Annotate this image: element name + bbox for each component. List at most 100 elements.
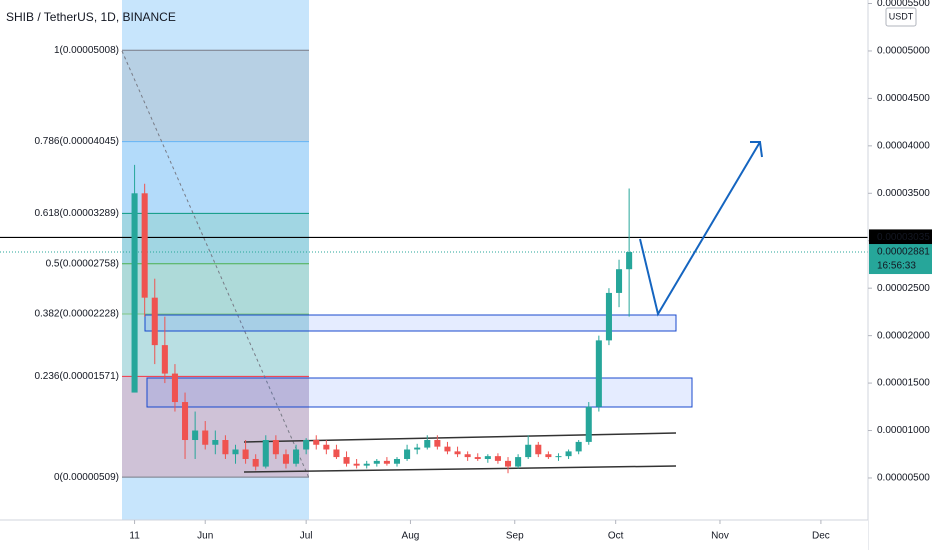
candle-body bbox=[343, 457, 350, 464]
candle-body bbox=[545, 454, 552, 458]
plot bbox=[0, 164, 868, 474]
fib-label: 0.382(0.00002228) bbox=[34, 309, 119, 320]
candle-body bbox=[303, 440, 310, 450]
candle-body bbox=[131, 193, 138, 393]
last-price-label: 0.00002881 bbox=[877, 247, 930, 258]
candle-body bbox=[515, 457, 522, 467]
candle-body bbox=[444, 446, 451, 452]
price-badge bbox=[869, 229, 932, 246]
chart-title: SHIB / TetherUS, 1D, BINANCE bbox=[6, 10, 176, 24]
candle-body bbox=[272, 440, 279, 455]
candle-body bbox=[161, 345, 168, 374]
y-tick-label: 0.00004500 bbox=[877, 93, 930, 104]
price-badge-label: 0.00003035 bbox=[877, 232, 930, 243]
arrow-head bbox=[750, 141, 763, 158]
x-tick-label: Dec bbox=[812, 531, 830, 542]
candle-body bbox=[151, 297, 158, 346]
y-tick-label: 0.00004000 bbox=[877, 140, 930, 151]
candle-body bbox=[293, 449, 300, 464]
fib-band bbox=[122, 263, 309, 314]
y-tick-label: 0.00005500 bbox=[877, 0, 930, 9]
countdown: 16:56:33 bbox=[877, 261, 916, 272]
candle-body bbox=[595, 340, 602, 407]
candle-body bbox=[414, 447, 421, 450]
candle-body bbox=[182, 402, 189, 441]
y-tick-label: 0.00000500 bbox=[877, 473, 930, 484]
candle-body bbox=[232, 449, 239, 455]
price-axis bbox=[868, 0, 932, 550]
candle-body bbox=[393, 458, 401, 464]
candle-body bbox=[252, 458, 259, 467]
y-tick-label: 0.00001000 bbox=[877, 425, 930, 436]
candle-body bbox=[494, 456, 501, 461]
candle-body bbox=[313, 440, 320, 445]
axes: 0.00000500 0.00001000 0.00001500 0.00002000… bbox=[129, 0, 932, 542]
time-axis bbox=[0, 520, 868, 550]
candle-body bbox=[222, 440, 229, 455]
x-tick-label: 11 bbox=[129, 531, 140, 542]
fib-band bbox=[122, 50, 309, 142]
candle-body bbox=[504, 460, 512, 467]
candle-body bbox=[353, 463, 360, 466]
fib-band bbox=[122, 213, 309, 264]
candle-body bbox=[605, 292, 612, 341]
x-tick-label: Aug bbox=[402, 531, 420, 542]
channel-line bbox=[243, 465, 677, 473]
candle-body bbox=[484, 456, 491, 459]
x-tick-label: Jul bbox=[300, 531, 313, 542]
candle-body bbox=[282, 454, 289, 464]
candle-body bbox=[424, 440, 431, 448]
candle-body bbox=[333, 449, 340, 458]
candle-body bbox=[404, 449, 411, 459]
candle-body bbox=[535, 444, 542, 455]
candle-body bbox=[383, 460, 390, 464]
projection-arrow bbox=[639, 141, 761, 317]
candle-body bbox=[474, 457, 481, 459]
y-tick-label: 0.00001500 bbox=[877, 378, 930, 389]
candle-body bbox=[555, 456, 562, 458]
fib-label: 0.618(0.00003289) bbox=[34, 208, 119, 219]
zone-box bbox=[144, 314, 677, 332]
y-tick-label: 0.00005000 bbox=[877, 46, 930, 57]
candle-body bbox=[212, 440, 219, 445]
candle-body bbox=[454, 451, 461, 455]
candle-body bbox=[141, 193, 148, 298]
x-tick-label: Jun bbox=[197, 531, 213, 542]
candle-body bbox=[525, 444, 532, 458]
candle-body bbox=[575, 441, 582, 452]
candle-body bbox=[434, 440, 441, 447]
candle-body bbox=[565, 451, 572, 457]
fib-retracement: 1(0.00005008) 0.786(0.00004045) 0.618(0.00… bbox=[34, 45, 309, 483]
currency-badge bbox=[885, 7, 917, 27]
candle-body bbox=[464, 454, 471, 458]
candle-body bbox=[242, 449, 249, 459]
x-tick-label: Sep bbox=[506, 531, 524, 542]
zone-box bbox=[146, 377, 693, 408]
candle-body bbox=[373, 460, 380, 464]
candle-body bbox=[323, 444, 330, 450]
candle-body bbox=[626, 252, 633, 270]
candle-body bbox=[616, 269, 623, 293]
fib-label: 1(0.00005008) bbox=[54, 45, 119, 56]
fib-band bbox=[122, 376, 309, 478]
candle-body bbox=[363, 463, 370, 466]
y-tick-label: 0.00002000 bbox=[877, 330, 930, 341]
candle-body bbox=[262, 440, 269, 467]
candle-body bbox=[585, 406, 592, 442]
candle-body bbox=[192, 430, 199, 441]
last-price-badge bbox=[869, 244, 932, 275]
fib-label: 0.786(0.00004045) bbox=[34, 136, 119, 147]
x-tick-label: Oct bbox=[608, 531, 624, 542]
fib-band bbox=[122, 141, 309, 214]
y-tick-label: 0.00003500 bbox=[877, 188, 930, 199]
candle-body bbox=[171, 373, 178, 403]
fib-label: 0(0.00000509) bbox=[54, 472, 119, 483]
fib-label: 0.236(0.00001571) bbox=[34, 371, 119, 382]
x-tick-label: Nov bbox=[711, 531, 729, 542]
y-tick-label: 0.00002500 bbox=[877, 283, 930, 294]
fib-label: 0.5(0.00002758) bbox=[46, 258, 119, 269]
currency-label: USDT bbox=[889, 11, 914, 21]
